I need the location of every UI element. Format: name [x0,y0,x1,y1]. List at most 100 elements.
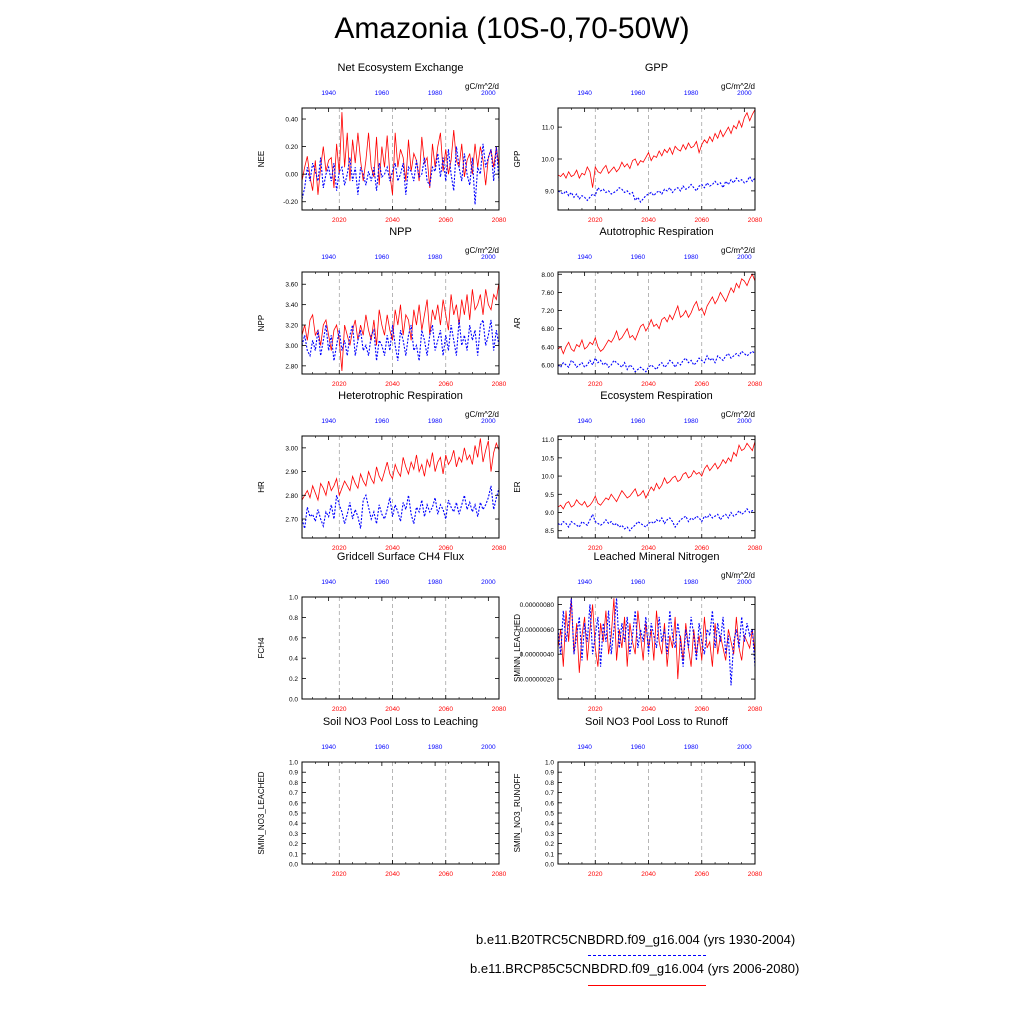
x-tick-label-bottom: 2080 [492,706,507,713]
panel-title: Heterotrophic Respiration [338,390,463,402]
x-tick-label-top: 1940 [321,418,336,425]
x-tick-label-bottom: 2040 [641,871,656,878]
panel-title: Net Ecosystem Exchange [338,62,464,74]
y-tick-label: 8.5 [545,528,554,535]
x-tick-label-bottom: 2060 [695,871,710,878]
y-tick-label: 0.4 [289,656,298,663]
x-tick-label-bottom: 2040 [385,545,400,552]
x-tick-label-bottom: 2080 [492,381,507,388]
x-tick-label-top: 2000 [737,579,752,586]
y-tick-label: 0.9 [289,770,298,777]
x-tick-label-bottom: 2040 [641,706,656,713]
plot-frame [557,271,756,375]
units-label: gN/m^2/d [721,571,755,580]
y-axis-label: SMINN_LEACHED [513,614,522,682]
x-tick-label-top: 1940 [321,744,336,751]
x-tick-label-top: 2000 [737,744,752,751]
y-tick-label: 0.2 [289,676,298,683]
chart-panel-3: NPP gC/m^2/d NPP 2.80 3.00 3.20 3.40 3.60 2020 20… [257,226,507,388]
y-tick-label: 1.0 [289,595,298,602]
x-tick-label-bottom: 2080 [748,545,763,552]
x-tick-label-bottom: 2060 [439,217,454,224]
x-tick-label-bottom: 2040 [385,217,400,224]
y-tick-label: 0.0 [289,862,298,869]
x-tick-label-top: 1940 [577,254,592,261]
x-tick-label-bottom: 2040 [641,381,656,388]
x-tick-label-top: 1980 [428,90,443,97]
x-tick-label-top: 1960 [375,579,390,586]
plot-frame [301,107,500,211]
x-tick-label-top: 1940 [321,579,336,586]
y-tick-label: 0.5 [545,811,554,818]
x-tick-label-bottom: 2080 [748,706,763,713]
chart-panel-10: Soil NO3 Pool Loss to Runoff SMIN_NO3_RUN… [513,716,763,878]
y-tick-label: 6.00 [541,362,554,369]
y-tick-label: 1.0 [289,760,298,767]
y-tick-label: 10.5 [541,455,554,462]
x-tick-label-top: 1940 [321,254,336,261]
panel-title: Soil NO3 Pool Loss to Leaching [323,716,478,728]
y-tick-label: 0.4 [545,821,554,828]
chart-panel-4: Autotrophic Respiration gC/m^2/d AR 6.00 6.4… [513,226,763,388]
y-tick-label: 6.80 [541,326,554,333]
y-tick-label: 0.00000060 [520,627,555,634]
plot-frame [557,761,756,865]
y-tick-label: 3.20 [285,323,298,330]
x-tick-label-bottom: 2060 [439,871,454,878]
x-tick-label-top: 1980 [684,744,699,751]
y-tick-label: -0.20 [283,199,298,206]
x-tick-label-bottom: 2060 [439,706,454,713]
units-label: gC/m^2/d [465,82,499,91]
x-tick-label-bottom: 2040 [385,381,400,388]
panel-title: Gridcell Surface CH4 Flux [337,551,465,563]
series-historical-line [301,143,500,205]
x-tick-label-top: 1980 [428,418,443,425]
panel-title: NPP [389,226,412,238]
x-tick-label-top: 2000 [481,254,496,261]
x-tick-label-top: 1980 [684,418,699,425]
y-tick-label: 0.2 [289,841,298,848]
y-axis-label: ER [513,481,522,492]
y-axis-label: NEE [257,151,266,167]
y-tick-label: 0.6 [289,800,298,807]
x-tick-label-bottom: 2080 [748,381,763,388]
y-axis-label: FCH4 [257,637,266,658]
y-tick-label: 0.00 [285,172,298,179]
x-tick-label-bottom: 2080 [748,871,763,878]
y-tick-label: 0.1 [289,851,298,858]
series-future-line [301,282,500,371]
x-tick-label-bottom: 2020 [332,381,347,388]
x-tick-label-top: 2000 [481,90,496,97]
y-tick-label: 0.20 [285,144,298,151]
x-tick-label-top: 1940 [321,90,336,97]
x-tick-label-top: 1980 [684,254,699,261]
series-future-line [557,598,756,680]
x-tick-label-bottom: 2080 [492,545,507,552]
legend-future-line [588,985,706,986]
x-tick-label-top: 2000 [737,90,752,97]
series-historical-line [557,350,756,373]
x-tick-label-bottom: 2020 [332,871,347,878]
series-future-line [301,438,500,502]
series-historical-line [557,507,755,532]
x-tick-label-top: 2000 [481,579,496,586]
plot-frame [301,271,500,375]
y-tick-label: 0.8 [289,615,298,622]
legend-future-label: b.e11.BRCP85C5CNBDRD.f09_g16.004 (yrs 20… [470,961,800,976]
x-tick-label-top: 1980 [428,744,443,751]
y-tick-label: 0.8 [545,780,554,787]
legend-historical-label: b.e11.B20TRC5CNBDRD.f09_g16.004 (yrs 193… [476,932,796,947]
x-tick-label-top: 1980 [428,579,443,586]
y-tick-label: 0.3 [289,831,298,838]
x-tick-label-bottom: 2020 [332,217,347,224]
x-tick-label-bottom: 2040 [385,706,400,713]
x-tick-label-top: 1960 [631,744,646,751]
y-tick-label: 0.5 [289,811,298,818]
x-tick-label-bottom: 2060 [695,217,710,224]
chart-panel-6: Ecosystem Respiration gC/m^2/d ER 8.5 9.0 9.5… [513,390,763,552]
y-axis-label: NPP [257,315,266,331]
y-tick-label: 6.40 [541,344,554,351]
x-tick-label-top: 2000 [737,254,752,261]
